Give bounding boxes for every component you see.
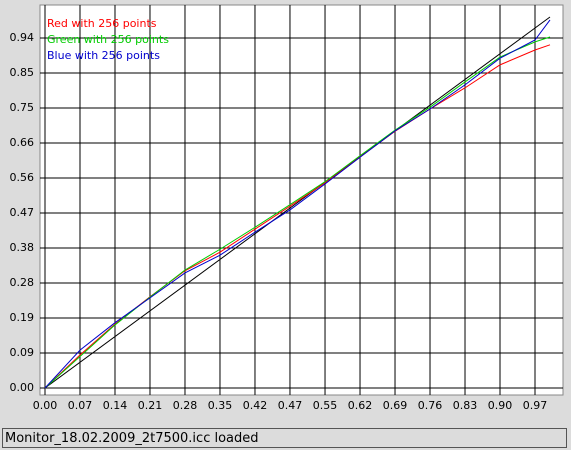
x-tick-label: 0.97 <box>523 399 548 412</box>
y-tick-label: 0.66 <box>10 136 35 149</box>
x-tick-label: 0.47 <box>278 399 303 412</box>
y-tick-label: 0.75 <box>10 101 35 114</box>
x-tick-label: 0.55 <box>313 399 338 412</box>
x-tick-label: 0.07 <box>68 399 93 412</box>
status-bar: Monitor_18.02.2009_2t7500.icc loaded <box>2 428 567 448</box>
y-tick-label: 0.56 <box>10 171 35 184</box>
x-tick-label: 0.76 <box>418 399 443 412</box>
series-line <box>44 19 551 389</box>
y-tick-label: 0.47 <box>10 206 35 219</box>
y-tick-label: 0.00 <box>10 381 35 394</box>
y-tick-label: 0.85 <box>10 66 35 79</box>
y-tick-label: 0.19 <box>10 311 35 324</box>
chart: 0.00 0.07 0.14 0.21 0.28 0.35 0.42 0.47 0.55 0.62… <box>10 4 564 412</box>
x-tick-label: 0.28 <box>173 399 198 412</box>
x-tick-label: 0.14 <box>103 399 128 412</box>
legend-entry: Blue with 256 points <box>47 49 160 62</box>
x-tick-label: 0.90 <box>488 399 513 412</box>
series-line <box>44 36 551 389</box>
x-tick-label: 0.62 <box>348 399 373 412</box>
x-tick-label: 0.00 <box>33 399 58 412</box>
x-tick-label: 0.42 <box>243 399 268 412</box>
y-tick-label: 0.28 <box>10 276 35 289</box>
legend-entry: Red with 256 points <box>47 17 157 30</box>
y-tick-label: 0.09 <box>10 346 35 359</box>
legend-entry: Green with 256 points <box>47 33 169 46</box>
x-tick-label: 0.35 <box>208 399 233 412</box>
y-tick-label: 0.94 <box>10 31 35 44</box>
x-tick-label: 0.69 <box>383 399 408 412</box>
x-tick-label: 0.83 <box>453 399 478 412</box>
y-tick-label: 0.38 <box>10 241 35 254</box>
reference-line <box>44 16 551 389</box>
x-tick-label: 0.21 <box>138 399 163 412</box>
